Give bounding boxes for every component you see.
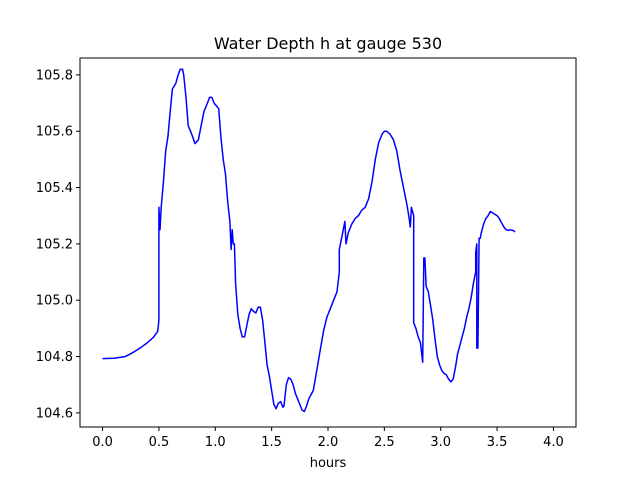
x-tick-label: 0.0 — [92, 435, 113, 450]
plot-area — [102, 68, 516, 413]
x-axis-ticks: 0.0 0.5 1.0 1.5 2.0 2.5 3.0 3.5 4.0 — [92, 427, 564, 450]
x-tick-label: 4.0 — [543, 435, 564, 450]
y-tick-label: 105.0 — [36, 294, 73, 309]
axes-frame — [79, 57, 577, 428]
y-tick-label: 104.6 — [36, 406, 73, 421]
x-tick-label: 2.0 — [318, 435, 339, 450]
x-tick-label: 3.5 — [487, 435, 508, 450]
x-axis-label: hours — [310, 456, 347, 471]
y-tick-label: 104.8 — [36, 350, 73, 365]
series-line-0 — [102, 68, 516, 413]
y-tick-label: 105.6 — [36, 125, 73, 140]
chart-title: Water Depth h at gauge 530 — [214, 34, 442, 53]
y-tick-label: 105.4 — [36, 181, 73, 196]
y-axis-ticks: 104.6 104.8 105.0 105.2 105.4 105.6 105.8 — [36, 68, 80, 421]
x-tick-label: 3.0 — [430, 435, 451, 450]
x-tick-label: 1.5 — [261, 435, 282, 450]
y-tick-label: 105.8 — [36, 68, 73, 83]
x-tick-label: 2.5 — [374, 435, 395, 450]
x-tick-label: 1.0 — [205, 435, 226, 450]
x-tick-label: 0.5 — [149, 435, 170, 450]
y-tick-label: 105.2 — [36, 237, 73, 252]
